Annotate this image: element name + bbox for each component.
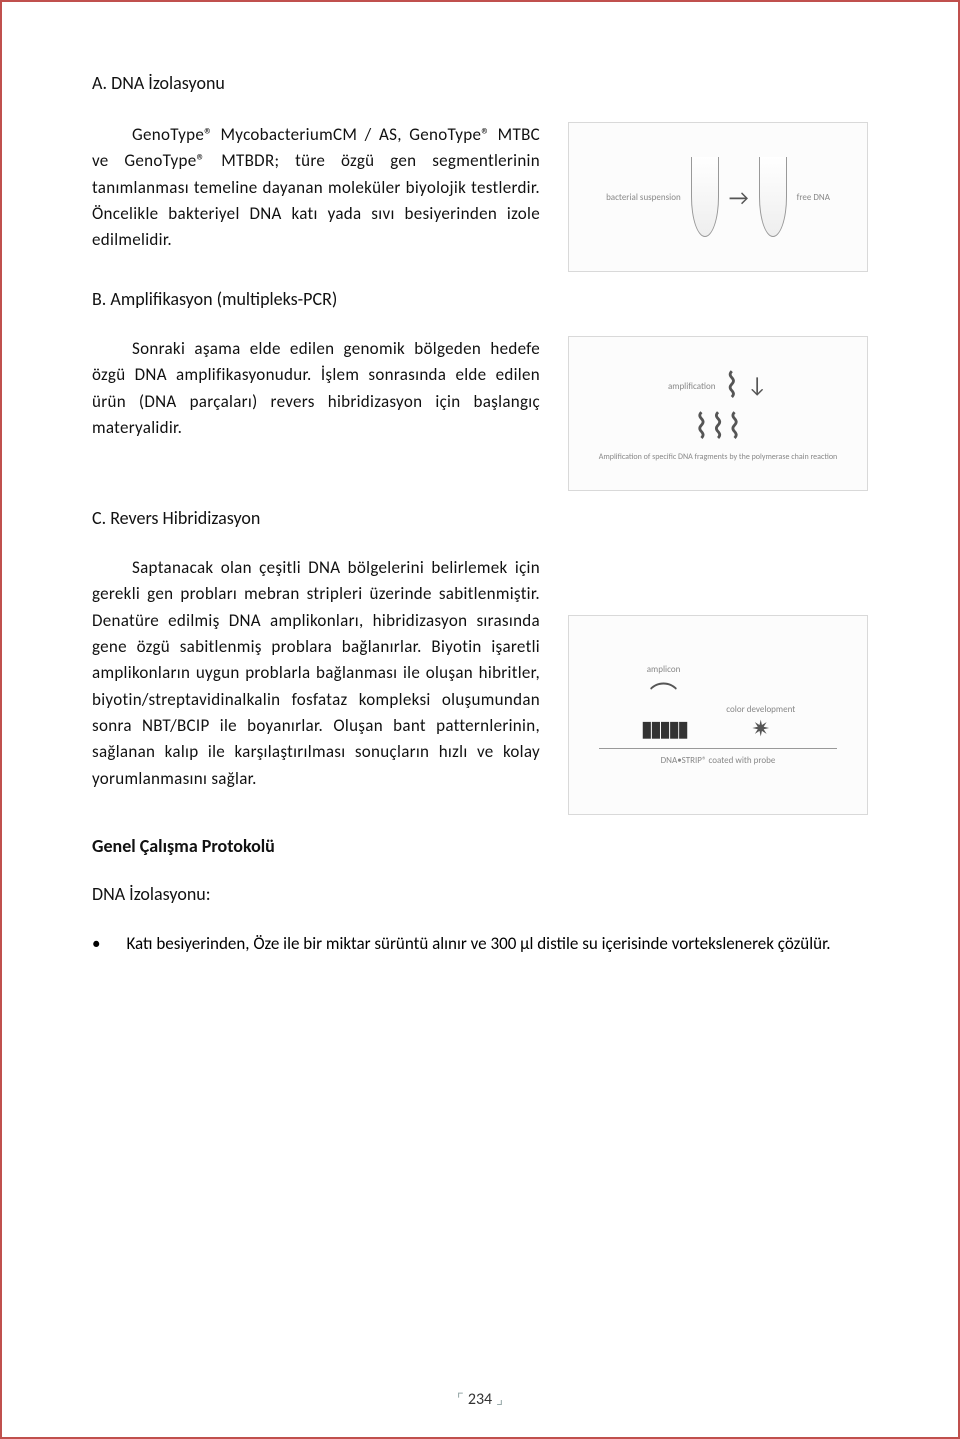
fig3-strip-label: DNA•STRIP® coated with probe <box>661 755 776 766</box>
fig2-mid-label: amplification <box>668 381 716 392</box>
section-c-text-col: Saptanacak olan çeşitli DNA bölgelerini … <box>92 555 540 810</box>
section-b-row: Sonraki aşama elde edilen genomik bölged… <box>92 336 868 491</box>
arrow-down-icon: → <box>745 376 772 396</box>
section-a-text-col: GenoType® MycobacteriumCM / AS, GenoType… <box>92 122 540 272</box>
page-number: ⌜ 234 ⌟ <box>457 1390 503 1409</box>
strip-bands-icon: ▮▮▮▮▮ <box>641 715 687 742</box>
tube-icon <box>691 157 719 237</box>
section-b-paragraph: Sonraki aşama elde edilen genomik bölged… <box>92 336 540 441</box>
protocol-bullet-text: Katı besiyerinden, Öze ile bir miktar sü… <box>126 931 868 957</box>
corner-bracket-icon: ⌜ <box>457 1390 464 1409</box>
arrow-icon: → <box>729 184 749 211</box>
section-b-figure-col: amplification ⌇ → ⌇⌇⌇ Amplification of s… <box>568 336 868 491</box>
section-c-row: Saptanacak olan çeşitli DNA bölgelerini … <box>92 555 868 815</box>
section-c-heading: C. Revers Hibridizasyon <box>92 507 868 529</box>
tube-icon <box>759 157 787 237</box>
fig2-caption: Amplification of specific DNA fragments … <box>599 452 838 462</box>
figure-amplification: amplification ⌇ → ⌇⌇⌇ Amplification of s… <box>568 336 868 491</box>
figure-dna-isolation: bacterial suspension → free DNA <box>568 122 868 272</box>
section-b-text-col: Sonraki aşama elde edilen genomik bölged… <box>92 336 540 459</box>
amplicon-icon: ⌒ <box>641 675 687 715</box>
figure-hybridization: amplicon ⌒ ▮▮▮▮▮ color development ✷ DNA… <box>568 615 868 815</box>
dna-fragment-icon: ⌇⌇⌇ <box>693 407 743 448</box>
bullet-icon: • <box>92 931 100 957</box>
corner-bracket-icon: ⌟ <box>496 1390 503 1409</box>
section-b-heading: B. Amplifikasyon (multipleks-PCR) <box>92 288 868 310</box>
fig1-left-label: bacterial suspension <box>606 192 681 203</box>
document-page: A. DNA İzolasyonu GenoType® Mycobacteriu… <box>0 0 960 1439</box>
protocol-heading: Genel Çalışma Protokolü <box>92 835 868 857</box>
fig3-amplicon-label: amplicon <box>647 664 681 675</box>
protocol-sub-heading: DNA İzolasyonu: <box>92 883 868 905</box>
section-a-heading: A. DNA İzolasyonu <box>92 72 868 94</box>
section-a-paragraph: GenoType® MycobacteriumCM / AS, GenoType… <box>92 122 540 254</box>
fig1-right-label: free DNA <box>797 192 830 203</box>
section-c-paragraph: Saptanacak olan çeşitli DNA bölgelerini … <box>92 555 540 792</box>
section-a-figure-col: bacterial suspension → free DNA <box>568 122 868 272</box>
fig3-color-label: color development <box>726 704 795 715</box>
page-number-value: 234 <box>468 1390 492 1409</box>
color-dev-icon: ✷ <box>726 715 795 742</box>
section-c-figure-col: amplicon ⌒ ▮▮▮▮▮ color development ✷ DNA… <box>568 615 868 815</box>
section-a-row: GenoType® MycobacteriumCM / AS, GenoType… <box>92 122 868 272</box>
protocol-bullet-row: • Katı besiyerinden, Öze ile bir miktar … <box>92 931 868 957</box>
dna-fragment-icon: ⌇ <box>724 366 741 407</box>
